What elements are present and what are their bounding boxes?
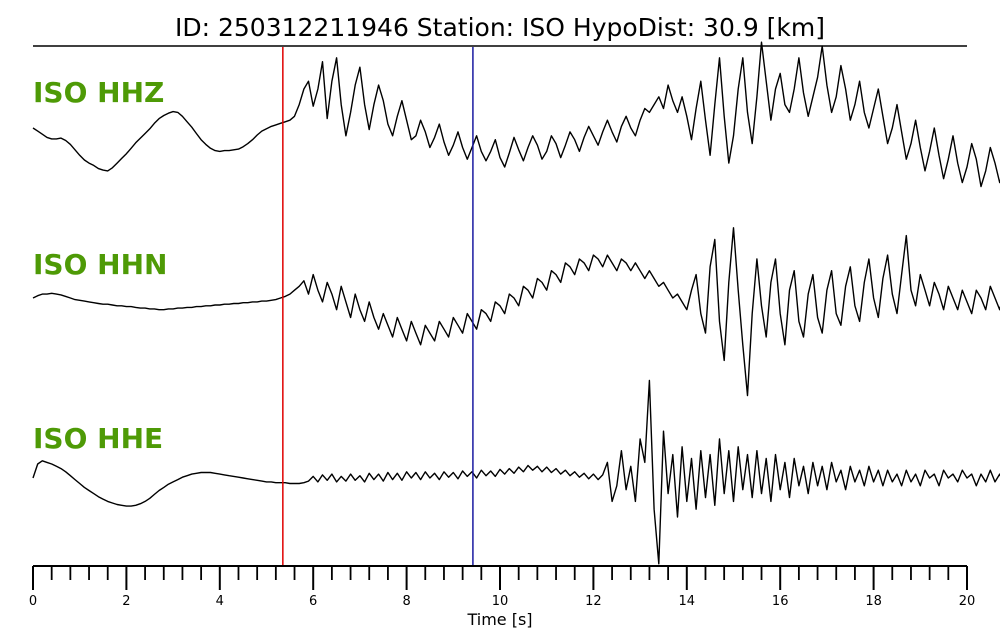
x-tick-label: 8 [402,594,410,609]
trace-iso-hhn [32,227,1000,397]
station-label-iso-hhn: ISO HHN [33,248,167,281]
station-label-group: ISO HHZ ISO HHN ISO HHE [33,76,167,455]
trace-iso-hhz [32,41,1000,188]
x-tick-label: 12 [585,594,602,609]
x-tick-label: 20 [959,594,976,609]
x-tick-label: 6 [309,594,317,609]
x-tick-label: 18 [865,594,882,609]
x-tick-label: 10 [492,594,509,609]
x-tick-label: 4 [216,594,224,609]
chart-title: ID: 250312211946 Station: ISO HypoDist: … [175,13,825,42]
x-tick-label: 0 [29,594,37,609]
station-label-iso-hhe: ISO HHE [33,422,163,455]
x-tick-label: 16 [772,594,789,609]
phase-marker-group [282,47,474,566]
time-axis: 0 2 4 6 8 10 12 14 16 18 20 [29,565,976,609]
x-tick-label: 14 [679,594,696,609]
trace-iso-hhe [32,379,1000,565]
station-label-iso-hhz: ISO HHZ [33,76,164,109]
x-tick-label: 2 [122,594,130,609]
trace-group [32,41,1000,565]
x-axis-label: Time [s] [466,610,532,629]
